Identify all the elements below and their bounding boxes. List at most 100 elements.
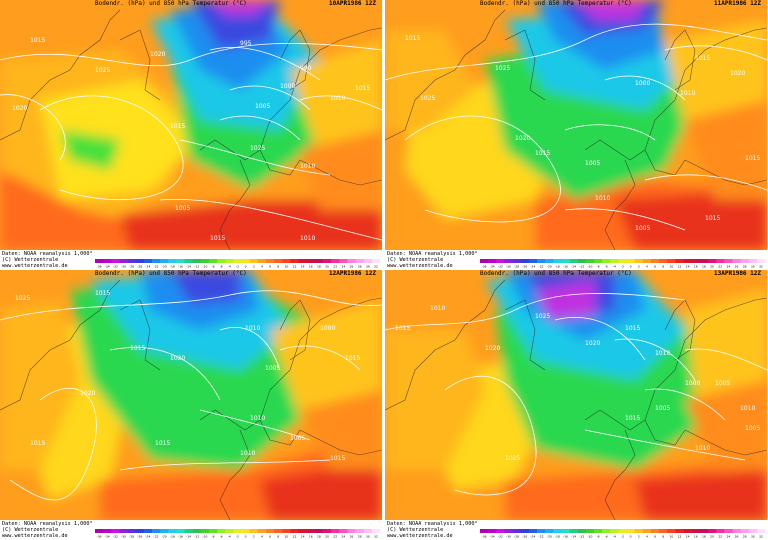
scale-swatch: [756, 259, 765, 263]
isobar-label: 1025: [95, 67, 110, 74]
isobar-label: 1010: [695, 445, 710, 452]
map-panel-11apr: 1015 1025 1025 1020 1015 1005 1000 1010 1015 1020…: [385, 0, 767, 270]
coastline: [299, 159, 382, 186]
isobar-line: [0, 43, 382, 67]
isobar-label: 1005: [635, 225, 650, 232]
scale-swatch: [274, 259, 283, 263]
scale-swatch: [594, 529, 603, 533]
scale-swatch: [667, 529, 676, 533]
temperature-area: [270, 300, 382, 420]
scale-tick-label: -16: [178, 265, 183, 269]
credit-url[interactable]: www.wetterzentrale.de: [387, 533, 453, 539]
scale-swatch: [740, 259, 750, 263]
isobar-label: 1005: [655, 405, 670, 412]
scale-tick-label: -4: [613, 535, 616, 539]
scale-tick-label: 4: [261, 535, 263, 539]
isobar-line: [614, 338, 696, 381]
scale-swatch: [119, 259, 128, 263]
credit-url[interactable]: www.wetterzentrale.de: [2, 533, 68, 539]
scale-swatch: [266, 529, 275, 533]
coastline: [279, 299, 311, 361]
scale-swatch: [553, 529, 562, 533]
scale-tick-label: -4: [228, 265, 231, 269]
scale-swatch: [659, 529, 668, 533]
panel-footer: Daten: NOAA reanalysis 1,000° (C) Wetter…: [385, 250, 767, 270]
isobar-line: [564, 208, 686, 231]
scale-tick-label: 22: [718, 535, 722, 539]
isobar-label: 1015: [210, 235, 225, 242]
scale-swatch: [634, 529, 644, 533]
scale-tick-label: 32: [759, 535, 763, 539]
scale-swatch: [496, 529, 505, 533]
scale-tick-label: 28: [743, 265, 747, 269]
scale-swatch: [249, 259, 259, 263]
isobar-line: [604, 75, 686, 101]
scale-swatch: [184, 259, 194, 263]
isobar-label: 1015: [535, 150, 550, 157]
scale-swatch: [274, 529, 283, 533]
scale-tick-label: -12: [579, 265, 584, 269]
scale-swatch: [585, 529, 595, 533]
scale-tick-label: 24: [341, 265, 345, 269]
panel-footer: Daten: NOAA reanalysis 1,000° (C) Wetter…: [0, 520, 382, 540]
temperature-area: [290, 40, 382, 160]
scale-tick-label: 30: [751, 535, 755, 539]
scale-swatch: [488, 529, 497, 533]
map-canvas: 1015 1020 1025 1015 1020 1025 1010 1005 1000 995 9…: [0, 0, 382, 250]
isobar-line: [299, 95, 382, 111]
scale-tick-label: -32: [498, 265, 503, 269]
scale-tick-label: -36: [97, 265, 102, 269]
scale-tick-label: 22: [333, 535, 337, 539]
scale-swatch: [732, 529, 741, 533]
scale-tick-label: -24: [530, 535, 535, 539]
credit-url[interactable]: www.wetterzentrale.de: [387, 263, 453, 269]
coastlines: [0, 9, 382, 250]
isobar-label: 1015: [625, 415, 640, 422]
isobar-line: [584, 429, 746, 461]
isobar-label: 1000: [280, 83, 295, 90]
scale-swatch: [675, 259, 684, 263]
scale-tick-label: -32: [113, 535, 118, 539]
isobar-label: 1015: [355, 85, 370, 92]
scale-swatch: [504, 259, 513, 263]
scale-tick-label: -10: [202, 535, 207, 539]
scale-tick-label: -20: [162, 535, 167, 539]
coastline: [664, 29, 696, 91]
scale-tick-label: -22: [154, 535, 159, 539]
scale-swatch: [553, 259, 562, 263]
scale-tick-label: -12: [194, 535, 199, 539]
coastline: [259, 297, 382, 421]
scale-tick-label: 20: [710, 265, 714, 269]
scale-tick-label: -8: [597, 535, 600, 539]
scale-tick-label: -10: [587, 265, 592, 269]
scale-tick-label: 24: [726, 535, 730, 539]
scale-swatch: [618, 529, 627, 533]
scale-tick-label: -14: [186, 535, 191, 539]
isobar-line: [385, 293, 686, 331]
scale-swatch: [371, 529, 380, 533]
credit-url[interactable]: www.wetterzentrale.de: [2, 263, 68, 269]
isobar-label: 1020: [170, 355, 185, 362]
scale-swatch: [545, 259, 554, 263]
scale-swatch: [241, 259, 251, 263]
scale-swatch: [209, 529, 218, 533]
scale-swatch: [577, 529, 587, 533]
scale-swatch: [168, 259, 177, 263]
scale-tick-label: -18: [555, 265, 560, 269]
isobar-label: 1010: [680, 90, 695, 97]
coastline: [119, 29, 161, 101]
scale-swatch: [520, 259, 530, 263]
scale-tick-label: 20: [325, 535, 329, 539]
scale-swatch: [626, 529, 636, 533]
scale-swatch: [176, 259, 185, 263]
scale-swatch: [323, 529, 332, 533]
temperature-scale: -36 -34 -32 -30 -28 -26 -24 -22 -20 -18 -16 -14 -12-…: [95, 529, 380, 538]
isobar-line: [229, 85, 311, 111]
scale-tick-label: -8: [212, 535, 215, 539]
temperature-field: [0, 270, 382, 520]
scale-swatch: [160, 529, 169, 533]
scale-swatch: [192, 259, 202, 263]
scale-swatch: [724, 259, 733, 263]
scale-tick-label: -26: [137, 265, 142, 269]
scale-tick-label: -4: [228, 535, 231, 539]
